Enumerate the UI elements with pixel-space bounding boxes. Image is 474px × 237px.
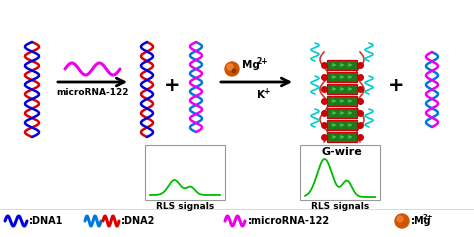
Text: RLS signals: RLS signals — [311, 202, 369, 211]
Circle shape — [397, 216, 403, 222]
Bar — [145, 145, 225, 200]
Bar — [327, 84, 357, 94]
Text: :Mg: :Mg — [411, 216, 432, 226]
Text: :DNA2: :DNA2 — [121, 216, 155, 226]
Text: +: + — [264, 87, 270, 96]
Text: G-wire: G-wire — [322, 147, 363, 157]
Text: :microRNA-122: :microRNA-122 — [248, 216, 330, 226]
Text: :DNA1: :DNA1 — [29, 216, 64, 226]
Text: K: K — [257, 90, 265, 100]
Text: microRNA-122: microRNA-122 — [56, 88, 129, 97]
Bar — [327, 120, 357, 130]
Circle shape — [395, 214, 409, 228]
Text: 2+: 2+ — [423, 214, 434, 220]
Text: +: + — [164, 76, 180, 95]
Text: RLS signals: RLS signals — [156, 202, 214, 211]
Circle shape — [227, 64, 233, 70]
Text: Mg: Mg — [242, 60, 260, 70]
Circle shape — [225, 62, 239, 76]
Text: +: + — [388, 76, 404, 95]
Bar — [327, 96, 357, 106]
Bar — [327, 72, 357, 82]
Text: 2+: 2+ — [256, 56, 267, 65]
Bar — [327, 132, 357, 142]
Bar — [327, 108, 357, 118]
Circle shape — [232, 69, 236, 73]
Bar — [300, 145, 380, 200]
Bar — [327, 60, 357, 70]
